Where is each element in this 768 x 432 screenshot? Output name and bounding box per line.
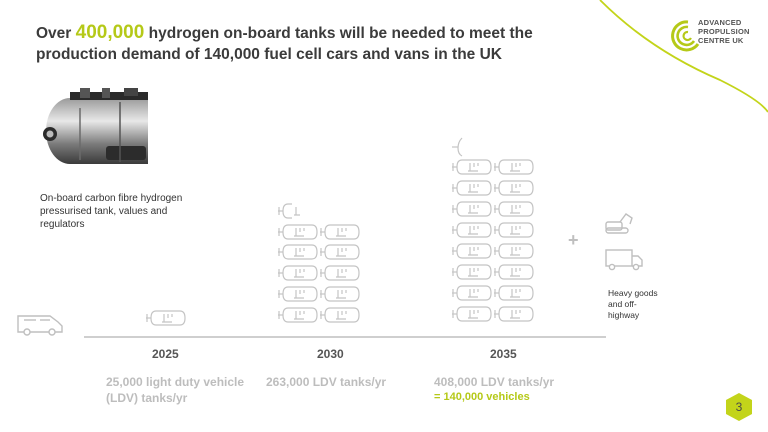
label-2030: 263,000 LDV tanks/yr bbox=[266, 375, 387, 389]
apc-logo-icon bbox=[671, 20, 700, 52]
page-number: 3 bbox=[735, 400, 743, 414]
label-2025: 25,000 light duty vehicle (LDV) tanks/yr bbox=[106, 375, 245, 405]
plus-sign: + bbox=[568, 230, 579, 250]
truck-icon bbox=[605, 249, 643, 271]
label-2035: 408,000 LDV tanks/yr bbox=[434, 375, 555, 389]
page-title: Over 400,000 hydrogen on-board tanks wil… bbox=[36, 22, 533, 63]
label-2035-vehicles: = 140,000 vehicles bbox=[434, 391, 530, 403]
year-2025: 2025 bbox=[152, 347, 179, 361]
year-2030: 2030 bbox=[317, 347, 344, 361]
year-2035: 2035 bbox=[490, 347, 517, 361]
tank-caption: On-board carbon fibre hydrogen pressuris… bbox=[40, 193, 183, 230]
excavator-icon bbox=[605, 213, 633, 234]
logo-text: ADVANCED PROPULSION CENTRE UK bbox=[698, 18, 750, 45]
highlight-number: 400,000 bbox=[75, 22, 145, 43]
timeline-axis bbox=[84, 336, 606, 338]
hydrogen-tank-image bbox=[43, 88, 148, 164]
hgv-label: Heavy goods and off-highway bbox=[608, 288, 658, 320]
hexagon-icon bbox=[726, 393, 752, 421]
van-icon bbox=[17, 315, 63, 336]
